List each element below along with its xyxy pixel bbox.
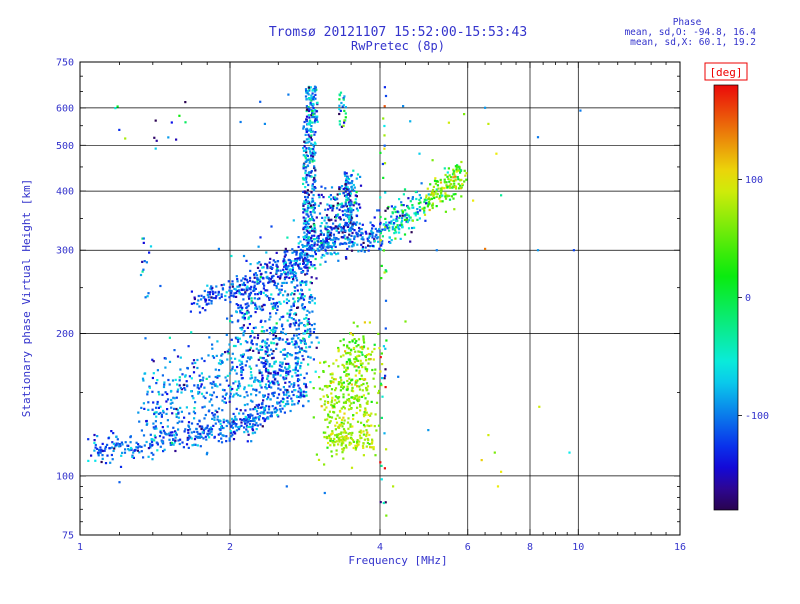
plot-subtitle: RwPretec (8p)	[351, 39, 445, 53]
colorbar-tick-label: -100	[745, 411, 769, 422]
colorbar-tick-label: 100	[745, 175, 763, 186]
x-tick-label: 16	[674, 542, 686, 553]
x-tick-label: 10	[572, 542, 584, 553]
y-axis-label: Stationary phase Virtual Height [km]	[20, 179, 33, 417]
stats-line-x-mode: mean, sd,X: 60.1, 19.2	[630, 37, 756, 48]
y-tick-label: 100	[56, 471, 74, 482]
plot-title: Tromsø 20121107 15:52:00-15:53:43	[269, 25, 527, 40]
colorbar-gradient	[713, 84, 739, 511]
axis-tick-labels: 1 2 4 6 8 10 16 75 100 200 300 400 500 600 750	[56, 58, 686, 554]
axis-ticks	[79, 61, 681, 536]
x-tick-label: 1	[77, 542, 83, 553]
y-tick-label: 500	[56, 141, 74, 152]
x-axis-label: Frequency [MHz]	[348, 554, 447, 567]
x-tick-label: 6	[465, 542, 471, 553]
y-tick-label: 200	[56, 329, 74, 340]
colorbar-tick-label: 0	[745, 293, 751, 304]
y-tick-label: 300	[56, 246, 74, 257]
stats-title: Phase	[673, 17, 702, 28]
y-tick-label: 750	[56, 58, 74, 69]
scatter-points	[87, 85, 582, 517]
y-tick-label: 400	[56, 187, 74, 198]
plot-gridlines	[80, 62, 680, 535]
y-tick-label: 600	[56, 103, 74, 114]
stats-line-o-mode: mean, sd,O: -94.8, 16.4	[624, 27, 756, 38]
x-tick-label: 8	[527, 542, 533, 553]
x-tick-label: 4	[377, 542, 383, 553]
colorbar: 100 0 -100	[713, 84, 769, 511]
x-tick-label: 2	[227, 542, 233, 553]
colorbar-unit-label: [deg]	[709, 66, 742, 79]
deg-label-box	[704, 62, 748, 81]
y-tick-label: 75	[62, 531, 74, 542]
